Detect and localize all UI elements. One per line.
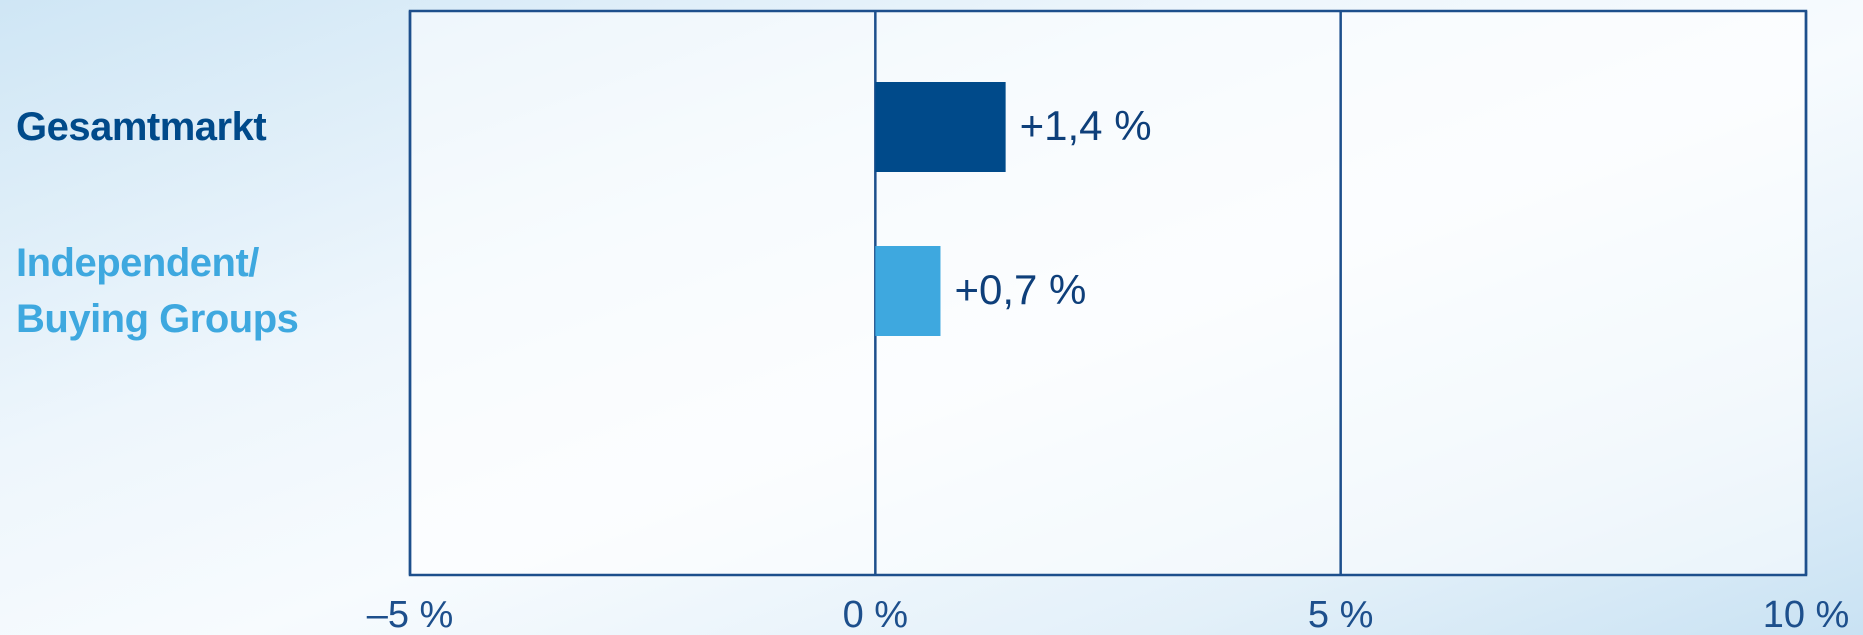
x-tick-label: –5 % (367, 594, 454, 635)
x-tick-label: 10 % (1763, 594, 1850, 635)
x-tick-label: 0 % (843, 594, 908, 635)
category-label: Independent/ Buying Groups (16, 241, 299, 341)
category-label: Gesamtmarkt (16, 105, 267, 149)
bar (875, 82, 1006, 172)
x-tick-label: 5 % (1308, 594, 1373, 635)
value-label: +1,4 % (1020, 102, 1152, 149)
value-label: +0,7 % (954, 266, 1086, 313)
bar (875, 246, 941, 336)
plot-frame (408, 9, 1808, 577)
